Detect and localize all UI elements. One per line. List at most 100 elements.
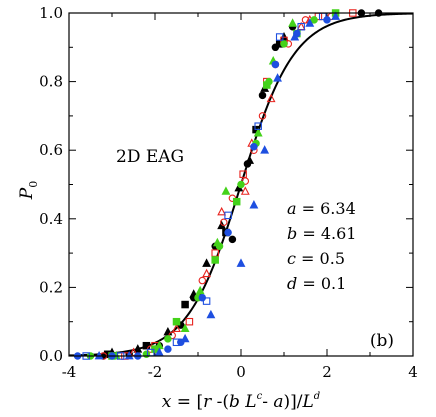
- data-point: [202, 258, 212, 267]
- data-point: [228, 235, 237, 244]
- param-symbol: d: [287, 274, 297, 293]
- param-equals: =: [297, 199, 321, 218]
- param-value: 6.34: [320, 199, 356, 218]
- data-point: [217, 206, 227, 216]
- data-point: [297, 22, 305, 31]
- y-tick-label: 0.6: [39, 141, 63, 159]
- data-point: [232, 197, 241, 206]
- data-point: [280, 40, 288, 48]
- param-equals: =: [297, 224, 321, 243]
- data-point: [331, 11, 341, 20]
- data-point: [271, 60, 280, 69]
- param-equals: =: [297, 274, 321, 293]
- x-title-part-10: )]/: [284, 392, 303, 412]
- data-point: [279, 31, 289, 41]
- data-point: [258, 91, 267, 100]
- x-tick-label: 4: [408, 363, 418, 381]
- data-point: [172, 338, 181, 347]
- points-layer: [73, 9, 383, 360]
- param-symbol: a: [287, 199, 297, 218]
- data-point: [224, 228, 232, 237]
- panel-label: (b): [370, 331, 394, 351]
- data-point: [164, 345, 172, 353]
- x-title-part-6: L: [244, 392, 256, 412]
- data-point: [195, 285, 205, 295]
- data-point: [253, 128, 263, 137]
- data-point: [212, 237, 222, 247]
- x-title-part-7: c: [257, 391, 263, 402]
- param-symbol: b: [287, 224, 297, 243]
- x-title-part-3: -(: [211, 392, 229, 412]
- data-point: [290, 31, 300, 41]
- param-equals: =: [296, 249, 320, 268]
- x-tick-label: -4: [62, 363, 77, 381]
- y-axis-title: P0: [17, 181, 40, 200]
- x-title-part-12: d: [314, 391, 320, 402]
- data-point: [305, 18, 315, 27]
- data-point: [236, 258, 246, 267]
- data-point: [288, 18, 298, 27]
- y-axis-title-subscript: 0: [27, 181, 40, 188]
- data-point: [211, 256, 219, 264]
- data-point: [239, 170, 247, 178]
- y-tick-label: 0.4: [39, 210, 63, 228]
- data-point: [250, 143, 258, 151]
- data-point: [172, 317, 181, 326]
- data-point: [224, 211, 232, 220]
- data-point: [142, 341, 151, 350]
- data-point: [198, 276, 207, 285]
- data-point: [275, 33, 284, 41]
- data-point: [202, 268, 212, 278]
- data-point: [172, 323, 181, 332]
- data-point: [180, 323, 190, 332]
- data-point: [181, 300, 189, 309]
- x-tick-label: -2: [148, 363, 163, 381]
- data-point: [240, 186, 250, 195]
- data-point: [133, 344, 143, 353]
- x-title-part-2: r: [203, 392, 212, 412]
- x-title-part-11: L: [302, 392, 314, 412]
- data-point: [164, 335, 172, 343]
- y-tick-label: 1.0: [39, 4, 63, 22]
- x-title-part-8: -: [262, 392, 273, 412]
- data-point: [310, 16, 318, 24]
- x-tick-label: 0: [236, 363, 246, 381]
- param-c: c = 0.5: [287, 249, 345, 268]
- data-point: [258, 112, 267, 120]
- x-axis-title: x = [r -(b Lc- a)]/Ld: [162, 391, 320, 412]
- data-point: [273, 73, 282, 82]
- data-point: [254, 122, 262, 130]
- param-value: 4.61: [321, 224, 357, 243]
- data-point: [263, 81, 271, 89]
- svg-text:P0: P0: [17, 181, 40, 200]
- param-b: b = 4.61: [287, 224, 356, 243]
- data-point: [237, 180, 245, 189]
- data-point: [221, 186, 231, 195]
- param-value: 0.1: [321, 274, 346, 293]
- y-tick-label: 0.2: [39, 278, 63, 296]
- y-tick-label: 0.0: [39, 347, 63, 365]
- y-tick-label: 0.8: [39, 73, 63, 91]
- param-value: 0.5: [320, 249, 345, 268]
- x-title-part-4: b: [229, 392, 240, 412]
- plot-frame: [68, 12, 414, 357]
- param-symbol: c: [287, 249, 296, 268]
- x-title-part-9: a: [273, 392, 283, 412]
- y-axis-title-symbol: P: [17, 187, 37, 200]
- x-title-part-1: = [: [171, 392, 203, 412]
- data-point: [185, 317, 194, 326]
- params-annotation: a = 6.34 b = 4.61 c = 0.5 d = 0.1: [287, 199, 356, 293]
- data-point: [180, 333, 190, 343]
- region-label: 2D EAG: [116, 147, 184, 167]
- data-point: [220, 218, 228, 226]
- data-point: [260, 145, 270, 154]
- data-point: [249, 200, 259, 209]
- x-tick-label: 2: [322, 363, 332, 381]
- data-point: [245, 155, 255, 164]
- data-point: [206, 309, 216, 319]
- data-point: [202, 297, 211, 305]
- data-point: [266, 93, 276, 103]
- param-a: a = 6.34: [287, 199, 356, 218]
